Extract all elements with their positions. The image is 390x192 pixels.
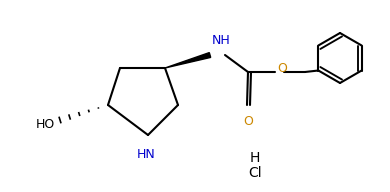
Polygon shape (165, 53, 211, 68)
Text: H: H (250, 151, 260, 165)
Text: NH: NH (212, 34, 231, 47)
Text: O: O (243, 115, 253, 128)
Text: Cl: Cl (248, 166, 262, 180)
Text: HN: HN (136, 148, 155, 161)
Text: O: O (277, 63, 287, 75)
Text: HO: HO (36, 118, 55, 132)
